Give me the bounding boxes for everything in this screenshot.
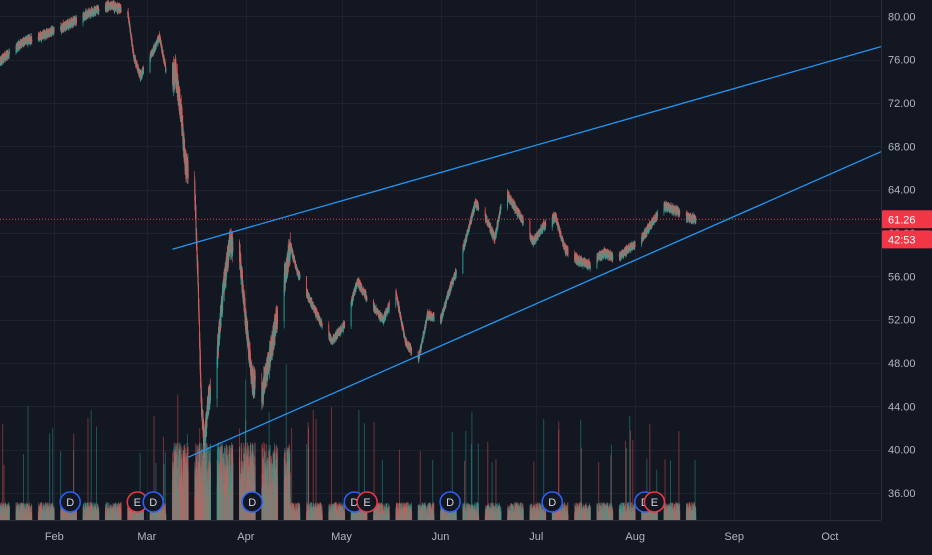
volume-bar [612, 510, 613, 520]
volume-bar [523, 510, 524, 520]
volume-bar [300, 507, 301, 520]
volume-bar [471, 412, 472, 520]
volume-bar [210, 444, 211, 520]
volume-bar [389, 507, 390, 520]
volume-bar [478, 516, 479, 520]
volume-bar [98, 512, 99, 520]
volume-bar [322, 515, 323, 520]
volume-bar [9, 507, 10, 520]
volume-bar [121, 503, 122, 520]
volume-bar [165, 514, 166, 520]
volume-bar [590, 507, 591, 520]
volume-bar [331, 407, 332, 520]
volume-bar [52, 428, 53, 520]
volume-bar [31, 514, 32, 520]
volume-bar [96, 426, 97, 520]
volume-bar [411, 511, 412, 520]
volume-bar [679, 510, 680, 520]
volume-bar [434, 515, 435, 520]
volume-bar [54, 510, 55, 520]
volume-bar [143, 510, 144, 520]
volume-bar [456, 511, 457, 520]
volume-bar [28, 406, 29, 520]
volume-bar [232, 463, 233, 520]
volume-bar [568, 515, 569, 520]
volume-bar [277, 448, 278, 520]
volume-bar [501, 511, 502, 520]
volume-bar [635, 507, 636, 520]
